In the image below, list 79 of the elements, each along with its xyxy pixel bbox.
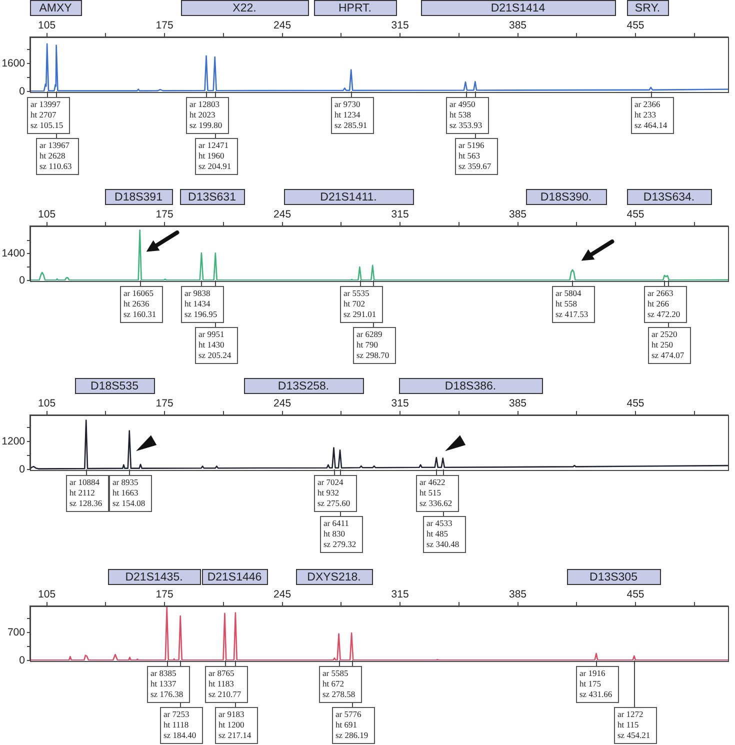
- annotation: ar 9730 ht 1234 sz 285.91: [334, 99, 368, 130]
- annotation: ar 4622 ht 515 sz 336.62: [420, 477, 452, 508]
- text: D13S258.: [278, 380, 330, 393]
- text: SRY.: [634, 2, 660, 15]
- annotation: ar 7253 ht 1118 sz 184.40: [164, 709, 196, 740]
- x-tick-label: 385: [508, 588, 527, 601]
- annotation: ar 7024 ht 932 sz 275.60: [318, 477, 350, 508]
- text: D18S390.: [540, 192, 592, 204]
- annotation: ar 4533 ht 485 sz 340.48: [426, 518, 460, 550]
- annotation: ar 6289 ht 790 sz 298.70: [356, 329, 390, 360]
- x-tick-label: 175: [156, 398, 174, 410]
- x-tick-label: 245: [274, 208, 292, 221]
- text: D21S1446: [207, 572, 262, 584]
- annotation: ar 5804 ht 558 sz 417.53: [556, 288, 588, 320]
- x-tick-label: 385: [508, 208, 527, 221]
- x-tick-label: 105: [38, 398, 56, 410]
- annotation: ar 12803 ht 2023 sz 199.80: [190, 99, 222, 130]
- annotation: ar 2366 ht 233 sz 464.14: [634, 99, 668, 130]
- annotation: ar 9838 ht 1434 sz 196.95: [184, 288, 218, 320]
- annotation: ar 5196 ht 563 sz 359.67: [458, 140, 492, 172]
- y-tick-label: 1400: [2, 248, 26, 260]
- text: D13S305: [590, 572, 638, 584]
- x-tick-label: 315: [391, 588, 409, 601]
- x-tick-label: 105: [38, 20, 56, 32]
- text: AMXY: [39, 2, 72, 15]
- text: D21S1411.: [320, 192, 377, 204]
- y-tick-label: 700: [7, 626, 26, 639]
- y-tick-label: 1600: [2, 57, 26, 70]
- x-tick-label: 245: [274, 20, 292, 32]
- x-tick-label: 175: [156, 20, 174, 32]
- annotation: ar 9183 ht 1200 sz 217.14: [218, 709, 252, 740]
- x-tick-label: 315: [391, 208, 409, 221]
- text: D18S386.: [444, 380, 496, 393]
- annotation: ar 16065 ht 2636 sz 160.31: [124, 288, 156, 320]
- annotation: ar 5535 ht 702 sz 291.01: [344, 288, 376, 320]
- text: D21S1435.: [125, 572, 183, 584]
- x-tick-label: 315: [391, 398, 409, 410]
- x-tick-label: 245: [274, 398, 292, 410]
- x-tick-label: 175: [156, 588, 174, 601]
- text: X22.: [232, 2, 256, 15]
- annotation: ar 13967 ht 2628 sz 110.63: [40, 140, 72, 172]
- x-tick-label: 455: [626, 588, 644, 601]
- annotation: ar 13997 ht 2707 sz 105.15: [30, 99, 64, 130]
- annotation: ar 5585 ht 672 sz 278.58: [322, 668, 356, 700]
- y-tick-label: 0: [19, 654, 26, 666]
- x-tick-label: 455: [626, 398, 644, 410]
- text: D18S535: [90, 380, 138, 393]
- annotation: ar 4950 ht 538 sz 353.93: [450, 99, 482, 130]
- x-tick-label: 385: [508, 398, 527, 410]
- text: DXYS218.: [307, 572, 361, 584]
- annotation: ar 2663 ht 266 sz 472.20: [648, 288, 680, 320]
- annotation: ar 12471 ht 1960 sz 204.91: [198, 140, 232, 172]
- x-tick-label: 385: [508, 20, 527, 32]
- annotation: ar 8385 ht 1337 sz 176.38: [150, 668, 184, 700]
- annotation: ar 1916 ht 175 sz 431.66: [580, 668, 612, 700]
- text: D13S634.: [643, 192, 695, 204]
- annotation: ar 8935 ht 1663 sz 154.08: [112, 477, 146, 508]
- x-tick-label: 455: [626, 20, 644, 32]
- text: D18S391: [114, 192, 162, 204]
- x-tick-label: 315: [391, 20, 409, 32]
- annotation: ar 6411 ht 830 sz 279.32: [324, 518, 356, 550]
- x-tick-label: 455: [626, 208, 644, 221]
- annotation: ar 5776 ht 691 sz 286.19: [336, 709, 368, 740]
- annotation: ar 8765 ht 1183 sz 210.77: [208, 668, 242, 700]
- annotation: ar 9951 ht 1430 sz 205.24: [198, 329, 232, 360]
- text: D13S631: [188, 192, 236, 204]
- annotation: ar 2520 ht 250 sz 474.07: [652, 329, 684, 360]
- annotation: ar 1272 ht 115 sz 454.21: [618, 709, 650, 740]
- x-tick-label: 105: [38, 208, 56, 221]
- x-tick-label: 175: [156, 208, 174, 221]
- y-tick-label: 0: [19, 85, 26, 98]
- x-tick-label: 105: [38, 588, 56, 601]
- text: D21S1414: [490, 2, 546, 15]
- y-tick-label: 0: [19, 274, 26, 286]
- annotation: ar 10884 ht 2112 sz 128.36: [70, 477, 102, 508]
- text: HPRT.: [338, 2, 372, 15]
- y-tick-label: 1200: [2, 435, 26, 448]
- x-tick-label: 245: [274, 588, 292, 601]
- y-tick-label: 0: [19, 463, 26, 476]
